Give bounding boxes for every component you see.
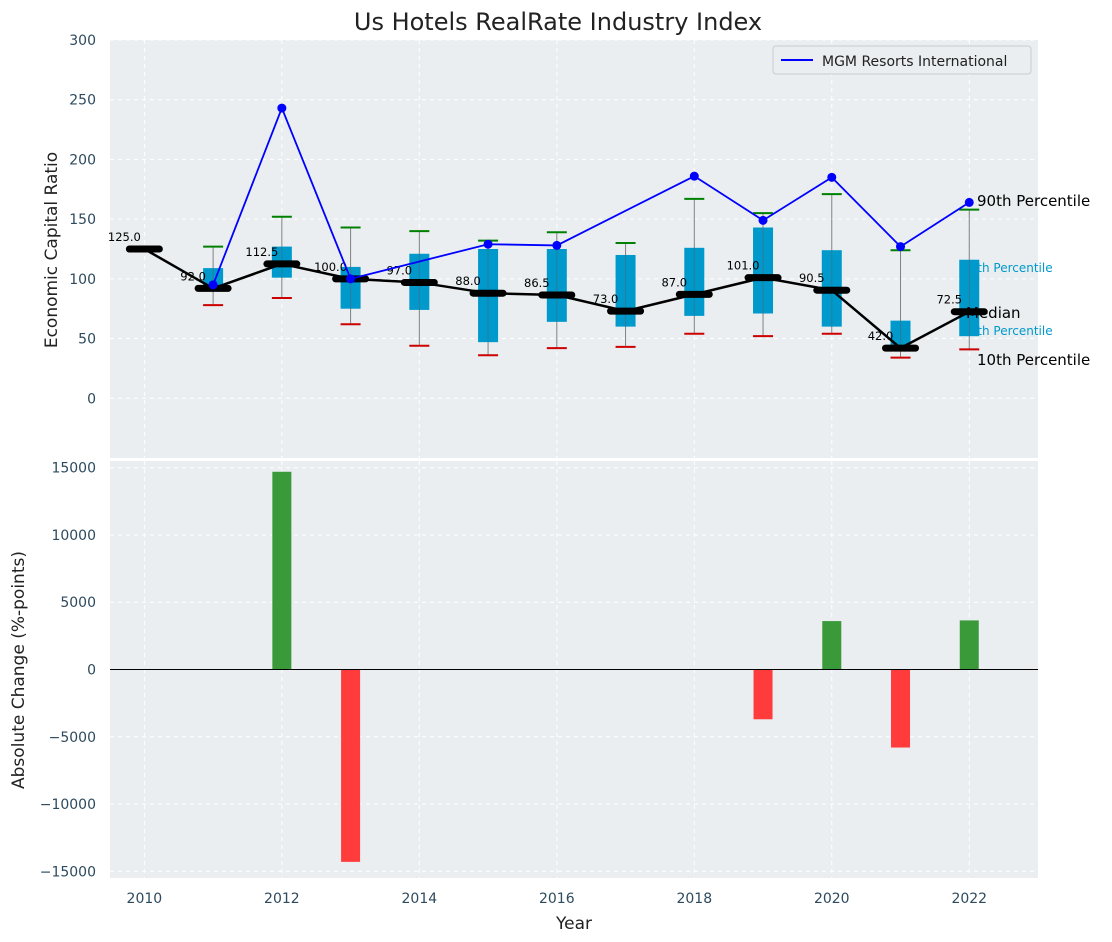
bottom-bars [272,471,979,862]
median-value-label: 87.0 [661,275,687,289]
company-point [689,171,699,181]
company-point [896,242,906,252]
chart-title: Us Hotels RealRate Industry Index [354,8,762,36]
top-y-ticks: 0 50 100 150 200 250 300 [69,33,96,407]
x-tick-label: 2014 [402,891,438,907]
median-value-label: 100.0 [314,260,347,274]
x-tick-label: 2022 [951,891,987,907]
legend-box [772,45,1032,75]
top-y-tick-label: 0 [87,391,96,407]
bottom-y-tick-label: −15000 [40,864,96,880]
company-point [964,197,974,207]
p10-annotation: 10th Percentile [977,351,1090,369]
median-value-label: 42.0 [868,329,894,343]
x-tick-label: 2018 [676,891,712,907]
company-point [277,103,287,113]
company-line [212,105,970,286]
median-value-label: 112.5 [245,245,278,259]
legend-label-mgm: MGM Resorts International [822,54,1007,70]
top-y-tick-label: 300 [69,33,96,49]
x-tick-label: 2012 [264,891,300,907]
change-bar [959,620,979,670]
change-bar [822,621,842,670]
bottom-y-tick-label: 15000 [51,461,96,477]
company-point [827,172,837,182]
change-bar [891,669,911,748]
median-value-label: 88.0 [455,274,481,288]
top-annotations: 90th Percentile 75th Percentile Median 2… [962,192,1090,369]
p75-annotation: 75th Percentile [962,261,1053,275]
legend: MGM Resorts International [772,45,1032,75]
top-y-tick-label: 250 [69,93,96,109]
top-y-tick-label: 150 [69,212,96,228]
company-point [758,215,768,225]
bottom-y-ticks: −15000 −10000 −5000 0 5000 10000 15000 [40,461,96,881]
x-tick-label: 2020 [814,891,850,907]
p90-annotation: 90th Percentile [977,192,1090,210]
median-value-label: 101.0 [727,259,760,273]
top-y-tick-label: 100 [69,272,96,288]
bottom-y-tick-label: −5000 [49,730,96,746]
change-bar [753,669,773,720]
bottom-y-tick-label: 10000 [51,528,96,544]
top-company-series [208,103,974,290]
p25-annotation: 25th Percentile [962,324,1053,338]
median-value-label: 92.0 [180,269,206,283]
median-value-label: 97.0 [387,263,413,277]
company-point [483,239,493,249]
bottom-y-axis-label: Absolute Change (%-points) [9,551,29,789]
top-panel: 0 50 100 150 200 250 300 125.0 92.0 112.5 100.0 97… [42,33,1090,458]
company-point [346,274,356,284]
company-point [208,280,218,290]
bottom-y-tick-label: −10000 [40,797,96,813]
top-y-tick-label: 200 [69,152,96,168]
median-annotation: Median [966,304,1021,322]
x-tick-label: 2016 [539,891,575,907]
median-value-label: 90.5 [799,271,825,285]
change-bar [272,471,292,670]
median-value-label: 73.0 [593,292,619,306]
change-bar [341,669,361,862]
top-y-tick-label: 50 [78,332,96,348]
x-ticks: 2010 2012 2014 2016 2018 2020 2022 [127,891,988,907]
median-value-label: 86.5 [524,276,550,290]
company-point [552,240,562,250]
median-value-label: 125.0 [108,230,141,244]
bottom-y-tick-label: 5000 [60,595,96,611]
x-tick-label: 2010 [127,891,163,907]
median-value-label: 72.5 [936,293,962,307]
bottom-y-tick-label: 0 [87,663,96,679]
x-axis-label: Year [555,914,592,934]
top-y-axis-label: Economic Capital Ratio [42,152,62,348]
top-plot-background [110,40,1038,458]
